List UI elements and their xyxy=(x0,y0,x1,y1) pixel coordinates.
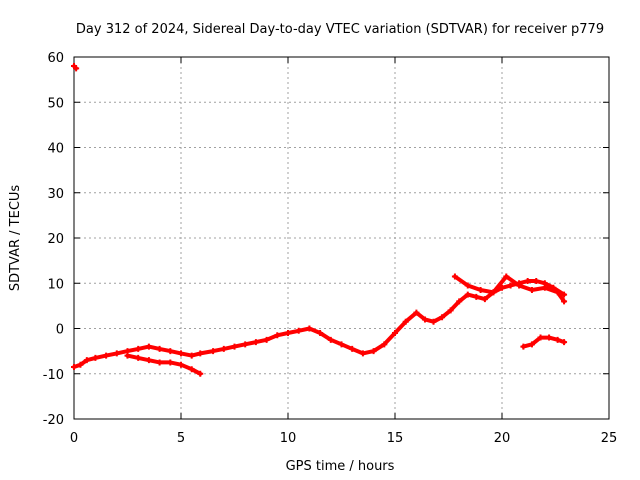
data-point xyxy=(167,359,174,366)
x-tick-label: 10 xyxy=(280,431,297,446)
data-point xyxy=(541,284,548,291)
data-point xyxy=(197,370,204,377)
data-point xyxy=(188,366,195,373)
data-point xyxy=(528,287,535,294)
data-point xyxy=(113,350,120,357)
data-point xyxy=(381,341,388,348)
data-point xyxy=(413,309,420,316)
data-point xyxy=(210,348,217,355)
data-point xyxy=(135,345,142,352)
data-point xyxy=(145,357,152,364)
data-point xyxy=(349,345,356,352)
data-point xyxy=(156,345,163,352)
data-point xyxy=(430,318,437,325)
data-point xyxy=(338,341,345,348)
x-tick-label: 20 xyxy=(494,431,511,446)
data-point xyxy=(477,287,484,294)
y-tick-label: 10 xyxy=(47,277,64,292)
data-point xyxy=(197,350,204,357)
data-point xyxy=(421,316,428,323)
data-point xyxy=(124,352,131,359)
data-point xyxy=(451,273,458,280)
y-axis-label: SDTVAR / TECUs xyxy=(8,185,23,292)
y-tick-label: 20 xyxy=(47,232,64,247)
data-point xyxy=(439,314,446,321)
data-point xyxy=(92,354,99,361)
data-point xyxy=(464,282,471,289)
x-axis-label: GPS time / hours xyxy=(286,459,395,474)
data-point xyxy=(83,357,90,364)
data-point xyxy=(242,341,249,348)
data-point xyxy=(456,298,463,305)
data-point xyxy=(359,350,366,357)
data-point xyxy=(188,352,195,359)
data-point xyxy=(231,343,238,350)
data-point xyxy=(490,289,497,296)
data-point xyxy=(481,296,488,303)
grid-lines xyxy=(74,57,609,419)
data-point xyxy=(370,348,377,355)
y-tick-label: -20 xyxy=(43,413,64,428)
x-tick-label: 25 xyxy=(601,431,618,446)
data-point xyxy=(554,289,561,296)
data-point xyxy=(516,282,523,289)
data-point xyxy=(285,330,291,337)
x-tick-label: 15 xyxy=(387,431,404,446)
y-tick-label: 40 xyxy=(47,142,64,157)
data-point xyxy=(503,273,510,280)
data-point xyxy=(178,361,184,368)
data-point xyxy=(546,334,553,341)
data-point xyxy=(167,348,174,355)
data-point xyxy=(402,318,409,325)
data-series xyxy=(71,63,568,377)
data-point xyxy=(533,277,540,284)
data-point xyxy=(103,352,110,359)
data-point xyxy=(554,336,561,343)
data-point xyxy=(464,291,471,298)
x-tick-label: 5 xyxy=(177,431,185,446)
y-tick-label: 0 xyxy=(56,323,64,338)
series-line-2 xyxy=(452,274,567,304)
data-point xyxy=(306,325,313,332)
y-tick-label: 50 xyxy=(47,96,64,111)
chart-title: Day 312 of 2024, Sidereal Day-to-day VTE… xyxy=(76,22,604,37)
data-point xyxy=(135,354,142,361)
y-tick-label: -10 xyxy=(43,368,64,383)
data-point xyxy=(499,284,505,291)
data-point xyxy=(520,343,527,350)
series-line-0 xyxy=(72,279,567,369)
data-point xyxy=(524,277,531,284)
data-point xyxy=(252,339,259,346)
data-point xyxy=(77,361,84,368)
data-point xyxy=(317,330,324,337)
data-point xyxy=(263,336,270,343)
y-tick-label: 60 xyxy=(47,51,64,66)
data-point xyxy=(561,339,568,346)
data-point xyxy=(178,350,184,357)
data-point xyxy=(145,343,152,350)
data-point xyxy=(561,298,568,305)
data-point xyxy=(295,327,302,334)
y-tick-label: 30 xyxy=(47,187,64,202)
data-point xyxy=(220,345,227,352)
data-point xyxy=(537,334,544,341)
data-point xyxy=(447,307,454,314)
data-point xyxy=(274,332,281,339)
data-point xyxy=(473,293,480,300)
data-point xyxy=(156,359,163,366)
data-point xyxy=(327,336,334,343)
data-point xyxy=(507,282,514,289)
data-point xyxy=(528,341,535,348)
data-point xyxy=(392,330,398,337)
data-point xyxy=(73,65,80,72)
data-point xyxy=(561,291,568,298)
data-point xyxy=(71,363,77,370)
x-tick-label: 0 xyxy=(70,431,78,446)
axis-ticks: 0 5 10 15 20 25 -20 -10 0 10 20 30 40 50 60 xyxy=(43,51,618,446)
